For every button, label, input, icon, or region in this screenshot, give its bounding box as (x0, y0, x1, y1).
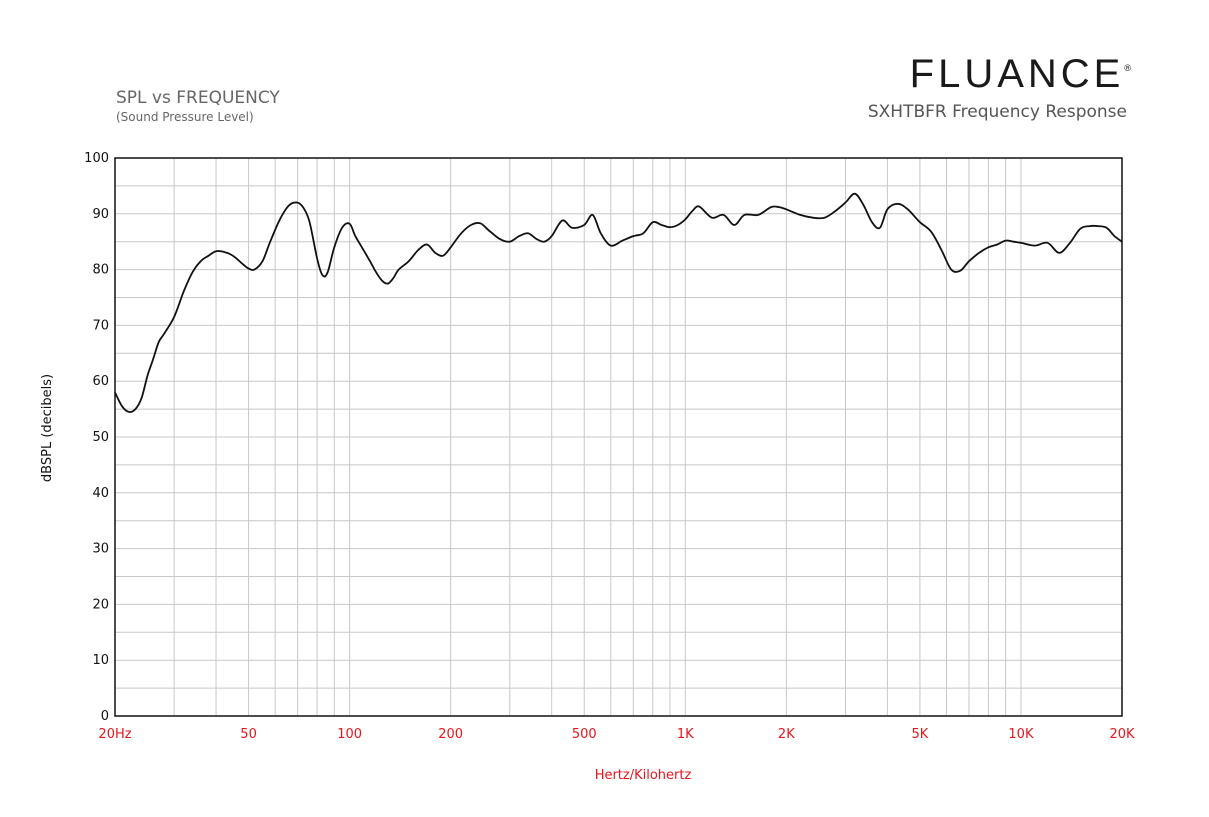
y-tick-label: 100 (84, 151, 109, 166)
plot-frame (114, 157, 1123, 717)
chart-title: SPL vs FREQUENCY (116, 88, 280, 108)
curve-layer (114, 192, 1123, 413)
frequency-response-line (114, 192, 1123, 413)
x-tick-label: 1K (677, 727, 694, 742)
x-tick-label: 500 (572, 727, 597, 742)
x-tick-labels: 20Hz 50 100 200 500 1K 2K 5K 10K 20K (98, 727, 1135, 742)
y-tick-label: 20 (92, 597, 109, 612)
y-tick-label: 60 (92, 374, 109, 389)
x-tick-label: 10K (1008, 727, 1034, 742)
x-tick-label: 200 (438, 727, 463, 742)
y-tick-labels: 0 10 20 30 40 50 60 70 80 90 100 (84, 151, 109, 724)
x-tick-label: 100 (337, 727, 362, 742)
y-tick-label: 0 (101, 709, 109, 724)
y-tick-label: 40 (92, 486, 109, 501)
x-axis-label: Hertz/Kilohertz (595, 768, 692, 783)
product-title: SXHTBFR Frequency Response (867, 102, 1127, 122)
x-tick-label: 5K (912, 727, 929, 742)
y-tick-label: 50 (92, 430, 109, 445)
y-tick-label: 10 (92, 653, 109, 668)
y-tick-label: 80 (92, 263, 109, 278)
y-tick-label: 90 (92, 207, 109, 222)
x-tick-label: 2K (778, 727, 795, 742)
x-tick-label: 50 (240, 727, 257, 742)
grid-lines (114, 158, 1123, 716)
x-tick-label: 20Hz (98, 727, 131, 742)
y-tick-label: 70 (92, 318, 109, 333)
x-tick-label: 20K (1109, 727, 1135, 742)
y-tick-label: 30 (92, 542, 109, 557)
chart-subtitle: (Sound Pressure Level) (116, 110, 254, 124)
brand-logo: FLUANCE® (909, 52, 1131, 96)
y-axis-label: dBSPL (decibels) (40, 374, 55, 482)
registered-mark: ® (1124, 62, 1131, 73)
